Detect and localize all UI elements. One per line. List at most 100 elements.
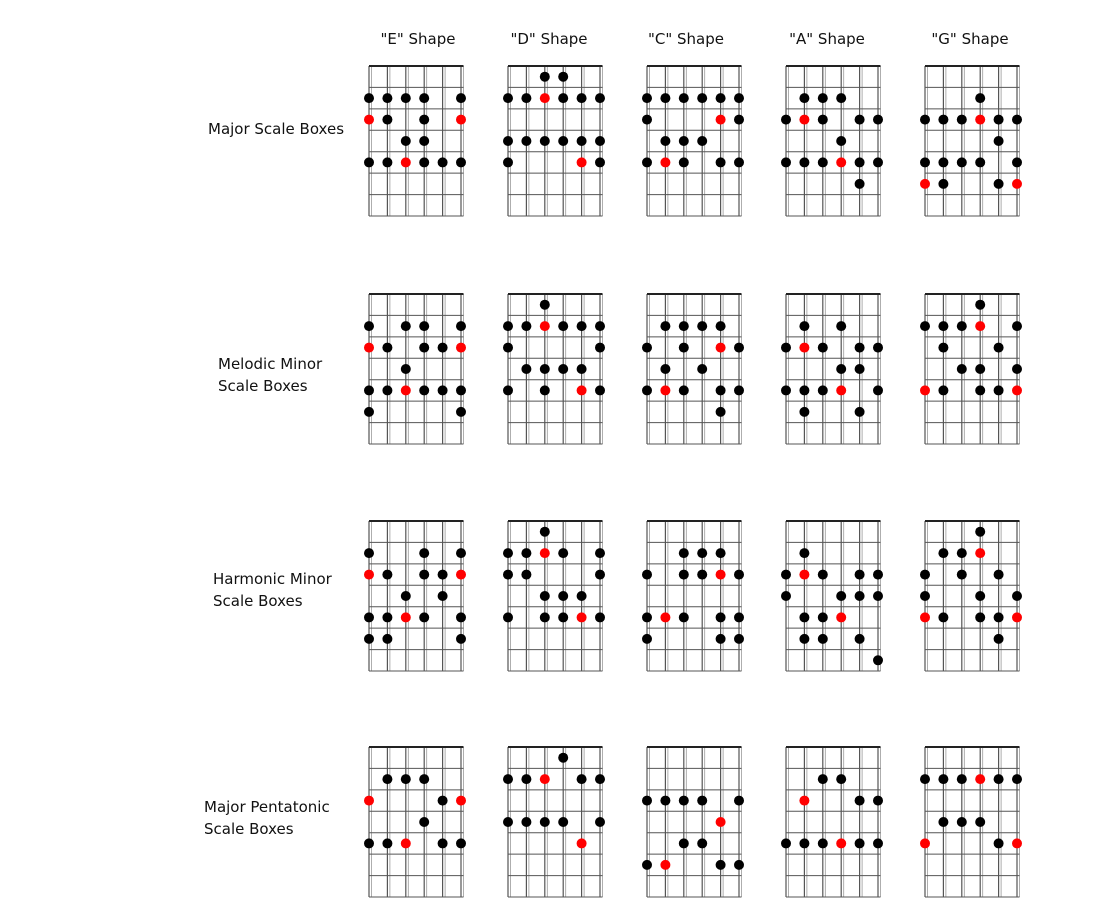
note-dot bbox=[382, 157, 393, 168]
note-dot bbox=[382, 569, 393, 580]
root-note-dot bbox=[1012, 385, 1022, 396]
note-dot bbox=[678, 795, 689, 806]
note-dot bbox=[437, 569, 448, 580]
note-dot bbox=[697, 569, 708, 580]
row-label-line: Major Pentatonic bbox=[204, 798, 330, 816]
note-dot bbox=[938, 774, 949, 785]
scale-box-3-c bbox=[642, 746, 744, 898]
root-note-dot bbox=[364, 114, 374, 125]
note-dot bbox=[938, 548, 949, 559]
note-dot bbox=[938, 612, 949, 623]
root-note-dot bbox=[836, 385, 847, 396]
note-dot bbox=[817, 385, 828, 396]
note-dot bbox=[678, 157, 689, 168]
note-dot bbox=[938, 342, 949, 353]
note-dot bbox=[836, 591, 847, 601]
note-dot bbox=[854, 591, 865, 601]
root-note-dot bbox=[400, 157, 411, 168]
note-dot bbox=[558, 548, 569, 559]
note-dot bbox=[938, 114, 949, 125]
scale-box-1-e bbox=[364, 293, 466, 445]
note-dot bbox=[382, 342, 393, 353]
note-dot bbox=[697, 364, 708, 374]
note-dot bbox=[503, 157, 513, 168]
note-dot bbox=[734, 93, 744, 104]
root-note-dot bbox=[920, 612, 930, 623]
note-dot bbox=[576, 93, 587, 104]
note-dot bbox=[400, 321, 411, 332]
scale-box-0-c bbox=[642, 65, 744, 217]
note-dot bbox=[539, 71, 550, 82]
root-note-dot bbox=[456, 569, 466, 580]
row-label-harmonic-minor: Harmonic Minor Scale Boxes bbox=[213, 568, 332, 612]
row-label-major-pentatonic: Major Pentatonic Scale Boxes bbox=[204, 796, 330, 840]
note-dot bbox=[975, 612, 986, 623]
note-dot bbox=[873, 795, 883, 806]
note-dot bbox=[437, 838, 448, 849]
root-note-dot bbox=[715, 569, 726, 580]
note-dot bbox=[817, 114, 828, 125]
scale-box-2-g bbox=[920, 520, 1022, 672]
note-dot bbox=[799, 548, 810, 559]
note-dot bbox=[456, 321, 466, 332]
root-note-dot bbox=[400, 612, 411, 623]
note-dot bbox=[1012, 321, 1022, 332]
note-dot bbox=[734, 633, 744, 644]
note-dot bbox=[382, 385, 393, 396]
root-note-dot bbox=[456, 114, 466, 125]
root-note-dot bbox=[539, 548, 550, 559]
note-dot bbox=[382, 114, 393, 125]
note-dot bbox=[558, 93, 569, 104]
note-dot bbox=[993, 178, 1004, 189]
note-dot bbox=[938, 321, 949, 332]
row-label-line: Scale Boxes bbox=[218, 377, 308, 395]
note-dot bbox=[993, 633, 1004, 644]
note-dot bbox=[854, 364, 865, 374]
root-note-dot bbox=[576, 385, 587, 396]
root-note-dot bbox=[660, 385, 671, 396]
note-dot bbox=[595, 342, 605, 353]
note-dot bbox=[817, 838, 828, 849]
note-dot bbox=[873, 114, 883, 125]
note-dot bbox=[419, 93, 430, 104]
note-dot bbox=[697, 136, 708, 146]
note-dot bbox=[678, 612, 689, 623]
note-dot bbox=[539, 364, 550, 374]
note-dot bbox=[734, 342, 744, 353]
row-label-line: Scale Boxes bbox=[204, 820, 294, 838]
note-dot bbox=[817, 157, 828, 168]
note-dot bbox=[873, 157, 883, 168]
note-dot bbox=[576, 591, 587, 601]
note-dot bbox=[993, 838, 1004, 849]
note-dot bbox=[364, 838, 374, 849]
note-dot bbox=[595, 157, 605, 168]
root-note-dot bbox=[920, 838, 930, 849]
note-dot bbox=[364, 385, 374, 396]
root-note-dot bbox=[799, 569, 810, 580]
note-dot bbox=[660, 321, 671, 332]
row-label-line: Major Scale Boxes bbox=[208, 120, 345, 138]
note-dot bbox=[595, 93, 605, 104]
note-dot bbox=[503, 385, 513, 396]
note-dot bbox=[920, 157, 930, 168]
note-dot bbox=[854, 795, 865, 806]
note-dot bbox=[503, 342, 513, 353]
root-note-dot bbox=[1012, 838, 1022, 849]
note-dot bbox=[799, 93, 810, 104]
note-dot bbox=[1012, 591, 1022, 601]
root-note-dot bbox=[539, 774, 550, 785]
note-dot bbox=[456, 157, 466, 168]
note-dot bbox=[781, 385, 791, 396]
note-dot bbox=[993, 569, 1004, 580]
note-dot bbox=[817, 633, 828, 644]
note-dot bbox=[938, 178, 949, 189]
root-note-dot bbox=[715, 342, 726, 353]
note-dot bbox=[956, 774, 967, 785]
note-dot bbox=[558, 591, 569, 601]
note-dot bbox=[836, 364, 847, 374]
note-dot bbox=[419, 612, 430, 623]
note-dot bbox=[975, 526, 986, 537]
note-dot bbox=[382, 774, 393, 785]
note-dot bbox=[642, 612, 652, 623]
root-note-dot bbox=[400, 838, 411, 849]
